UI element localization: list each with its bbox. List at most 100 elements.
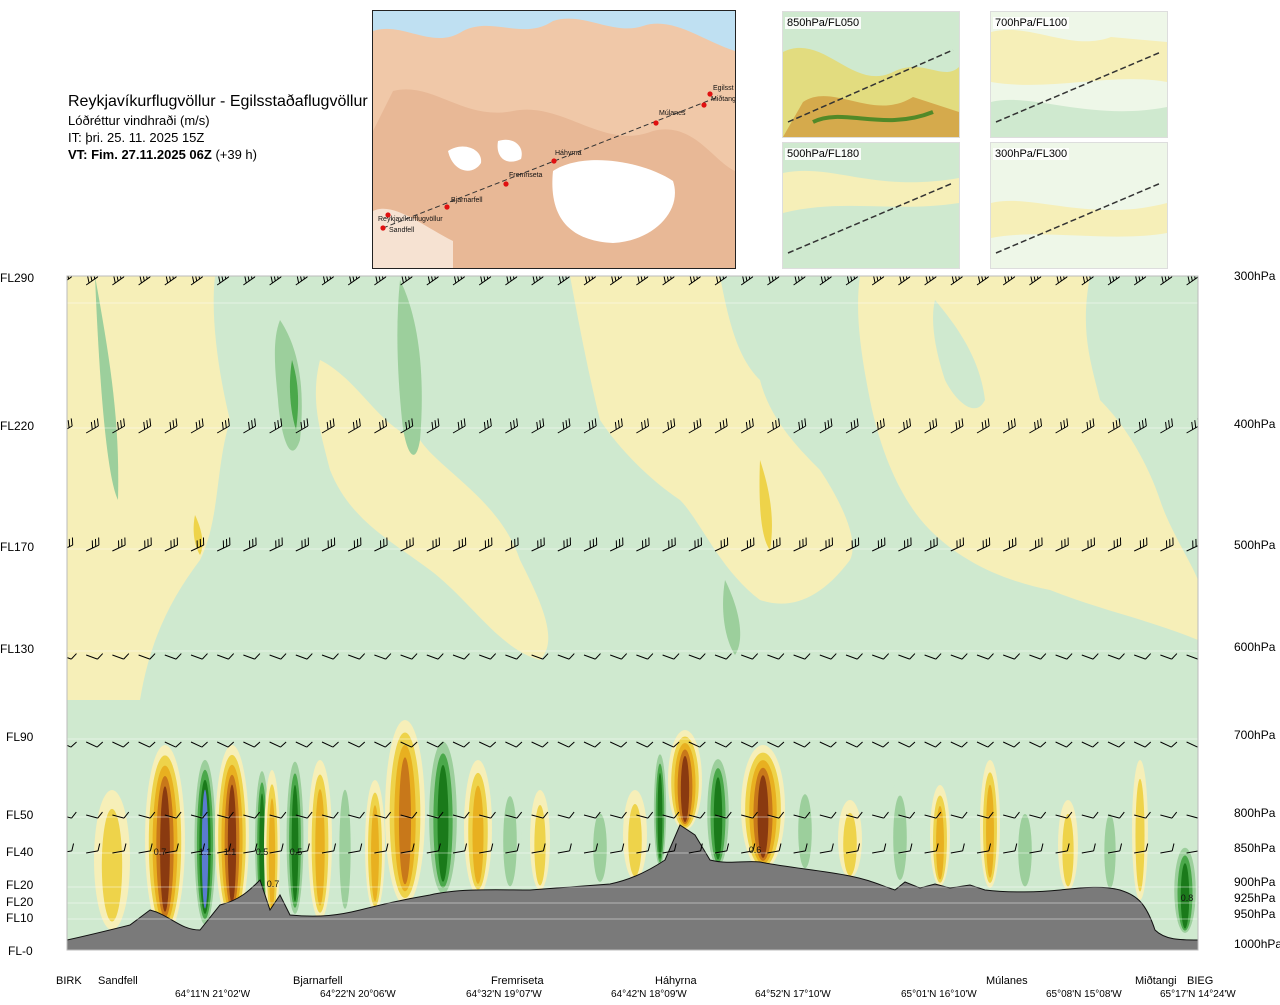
wind-barb [505, 537, 519, 552]
wind-barb [452, 741, 470, 748]
wind-barb-feather [359, 811, 365, 819]
wind-barb-feather [1118, 653, 1125, 660]
wind-barb-feather [720, 540, 722, 549]
wind-barb-feather [1006, 276, 1010, 282]
wind-barb-feather [170, 540, 172, 549]
wind-barb-feather [516, 653, 523, 660]
wind-barb-staff [400, 544, 414, 552]
wind-barb-feather [411, 741, 418, 748]
wind-barb-feather [673, 418, 676, 427]
wind-barb-feather [723, 538, 726, 547]
wind-barb [374, 276, 387, 286]
wind-barb-feather [218, 276, 221, 284]
wind-barb-feather [772, 421, 774, 430]
wind-barb-staff [557, 850, 570, 854]
wind-barb [295, 537, 309, 552]
wind-barb-staff [531, 814, 544, 819]
wind-barb [400, 811, 418, 819]
wind-barb-staff [216, 425, 230, 434]
wind-barb-feather [1142, 538, 1145, 547]
wind-barb-staff [767, 814, 780, 819]
wind-barb-staff [924, 425, 937, 434]
wind-barb-staff [740, 544, 755, 552]
wind-barb [112, 811, 130, 819]
wind-barb-staff [924, 814, 937, 819]
wind-barb-staff [871, 741, 884, 748]
wind-barb-staff [85, 425, 99, 434]
wind-barb-feather [1145, 811, 1151, 819]
wind-barb-staff [479, 814, 491, 819]
wind-barb-feather [1085, 276, 1089, 282]
wind-barb [321, 276, 334, 286]
waypoint-label: Fremriseta [491, 975, 544, 987]
wind-barb-feather [1119, 811, 1125, 819]
wind-barb-feather [647, 843, 651, 852]
wind-barb [321, 418, 335, 434]
wind-barb [950, 741, 968, 748]
wind-barb-feather [1145, 843, 1149, 852]
wind-barb-feather [437, 741, 444, 748]
wind-barb-feather [196, 540, 198, 549]
wind-barb-feather [326, 421, 329, 430]
wind-barb-staff [452, 544, 466, 552]
wind-barb [793, 653, 811, 660]
wind-barb-feather [1014, 653, 1021, 660]
wind-barb-feather [1119, 537, 1122, 546]
wind-barb-feather [91, 540, 94, 549]
coordinate-label: 64°11'N 21°02'W [175, 989, 251, 1000]
wind-barb-staff [898, 544, 912, 552]
wind-barb-feather [797, 276, 800, 282]
thumb-850hpa[interactable]: 850hPa/FL050 [782, 11, 960, 138]
wind-barb [819, 537, 833, 552]
wind-barb [1160, 276, 1173, 286]
wind-barb-feather [721, 276, 725, 280]
wind-barb-feather [195, 421, 198, 430]
wind-barb [819, 843, 834, 854]
wind-barb-staff [898, 654, 910, 660]
wind-barb [740, 741, 759, 748]
band-upper-center-ascent [570, 276, 853, 604]
wind-barb [950, 537, 964, 552]
thumb-700hpa[interactable]: 700hPa/FL100 [990, 11, 1168, 138]
wind-barb [400, 276, 413, 286]
value-label: 0.7 [267, 879, 280, 889]
wind-barb-feather [673, 843, 677, 852]
wind-barb-staff [1002, 741, 1015, 748]
wave-cell [986, 784, 994, 878]
wind-barb [86, 653, 104, 660]
wind-barb-staff [1133, 741, 1146, 748]
wind-barb-feather [150, 537, 152, 546]
wind-barb-staff [872, 814, 884, 819]
wind-barb-staff [1055, 814, 1068, 819]
wind-barb [505, 811, 523, 819]
wind-barb [950, 843, 965, 854]
wave-cell [398, 757, 412, 885]
wind-barb-feather [726, 811, 732, 819]
thumb-300hpa[interactable]: 300hPa/FL300 [990, 142, 1168, 269]
wind-barb-feather [830, 741, 837, 748]
wind-barb-feather [748, 420, 751, 428]
wind-barb [321, 741, 339, 748]
wind-barb-staff [872, 850, 885, 854]
map-label-mulanes: Múlanes [659, 110, 686, 117]
wind-barb-feather [307, 843, 310, 852]
wind-barb-feather [958, 420, 961, 428]
wind-barb-staff [112, 544, 126, 552]
map-waypoint-dot [653, 120, 659, 126]
wind-barb-feather [306, 811, 313, 819]
wave-cell [437, 765, 449, 882]
wind-barb [138, 537, 152, 552]
wind-barb-feather [749, 538, 752, 547]
wind-barb-feather [804, 741, 811, 748]
wind-barb [269, 537, 283, 552]
thumb-500hpa[interactable]: 500hPa/FL180 [782, 142, 960, 269]
wind-barb-feather [648, 537, 650, 546]
wind-barb-feather [932, 420, 935, 428]
wind-barb-staff [871, 544, 886, 552]
wind-barb-staff [164, 654, 177, 660]
wind-barb-feather [667, 421, 670, 430]
wind-barb-staff [924, 654, 937, 660]
wind-barb-feather [935, 653, 942, 660]
wind-barb-staff [531, 425, 544, 434]
wind-barb [1186, 538, 1198, 552]
